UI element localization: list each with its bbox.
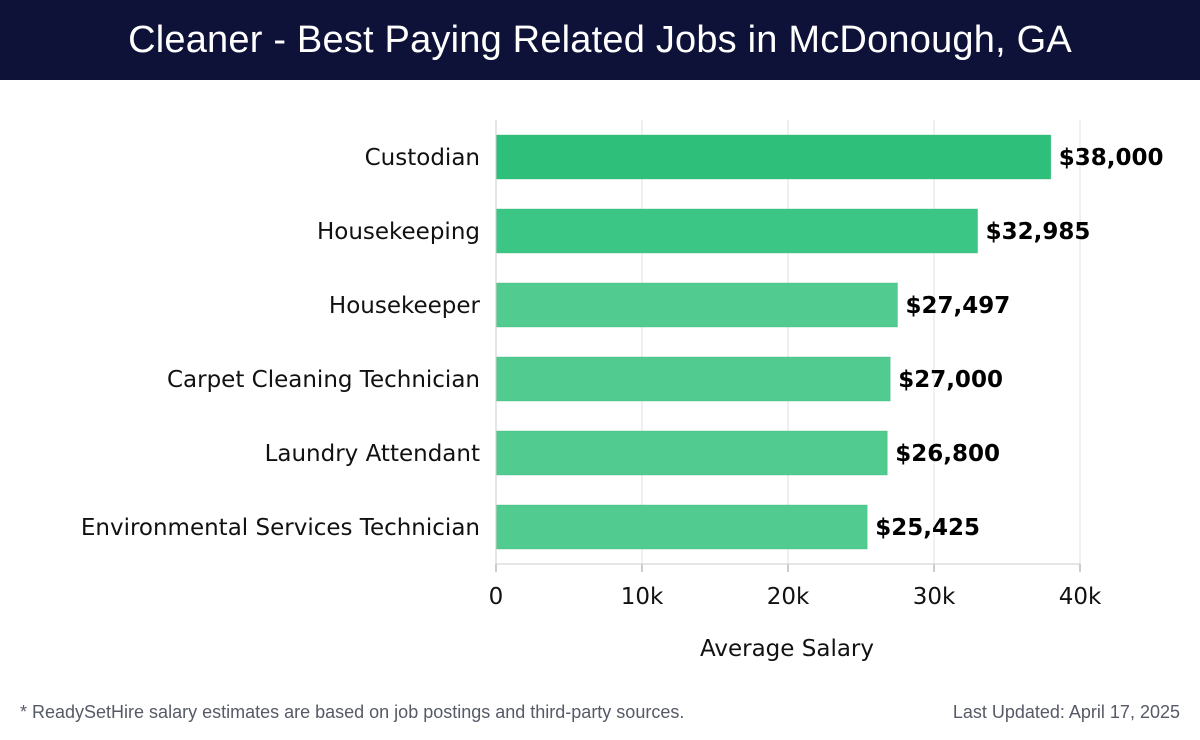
value-label: $27,000 (898, 367, 1003, 393)
value-label: $38,000 (1059, 145, 1164, 171)
bar (495, 356, 891, 402)
x-tick-label: 30k (913, 584, 956, 610)
category-label: Laundry Attendant (265, 441, 480, 467)
x-tick-label: 40k (1059, 584, 1102, 610)
x-axis-title: Average Salary (700, 636, 874, 662)
x-tick-label: 0 (489, 584, 504, 610)
salary-bar-chart: 0 10k 20k 30k 40k Custodian $38,000 Housekeepin… (81, 120, 1164, 662)
category-label: Housekeeping (317, 219, 480, 245)
category-label: Environmental Services Technician (81, 515, 480, 541)
grid-lines (641, 120, 1081, 564)
labels: 0 10k 20k 30k 40k Custodian $38,000 Housekeepin… (81, 145, 1164, 610)
bar (495, 430, 888, 476)
bar (495, 208, 979, 254)
value-label: $32,985 (986, 219, 1091, 245)
bar (495, 134, 1052, 180)
chart-header: Cleaner - Best Paying Related Jobs in Mc… (0, 0, 1200, 80)
category-label: Custodian (365, 145, 480, 171)
footer-note: * ReadySetHire salary estimates are base… (20, 702, 685, 722)
bars (495, 134, 1052, 550)
bar (495, 504, 868, 550)
axes (495, 120, 1081, 572)
x-tick-label: 20k (767, 584, 810, 610)
category-label: Carpet Cleaning Technician (167, 367, 480, 393)
x-tick-label: 10k (621, 584, 664, 610)
value-label: $27,497 (905, 293, 1010, 319)
value-label: $26,800 (895, 441, 1000, 467)
value-label: $25,425 (875, 515, 980, 541)
bar (495, 282, 898, 328)
category-label: Housekeeper (329, 293, 481, 319)
last-updated: Last Updated: April 17, 2025 (952, 702, 1180, 722)
chart-title: Cleaner - Best Paying Related Jobs in Mc… (128, 18, 1072, 61)
